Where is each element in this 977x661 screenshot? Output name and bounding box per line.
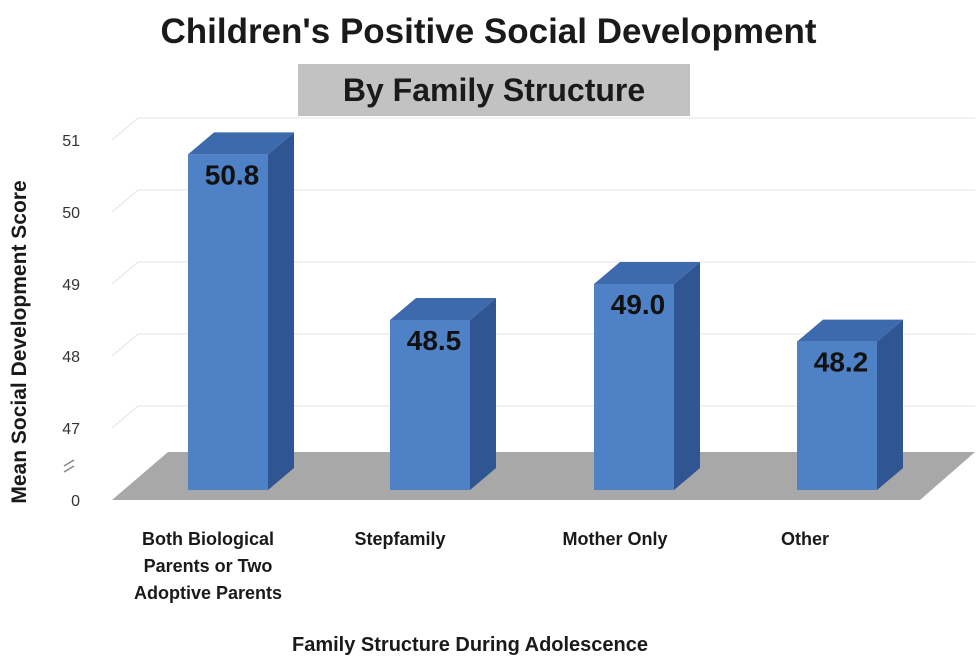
y-tick-label: 48 — [62, 349, 80, 366]
gridline-depth-50 — [111, 189, 139, 213]
y-tick-label: 49 — [62, 277, 80, 294]
y-tick-label: 50 — [62, 205, 80, 222]
gridline-depth-48 — [111, 333, 139, 357]
bar-side — [268, 132, 294, 490]
bar-top — [390, 298, 496, 320]
gridline-depth-51 — [111, 117, 139, 141]
bar-top — [188, 132, 294, 155]
bar — [390, 320, 470, 490]
y-tick-label: 51 — [62, 133, 80, 150]
chart-subtitle: By Family Structure — [298, 64, 690, 116]
x-tick-label: Other — [780, 529, 829, 549]
y-tick-label: 47 — [62, 421, 80, 438]
y-tick-label: 0 — [71, 493, 80, 510]
x-axis-label: Family Structure During Adolescence — [292, 634, 649, 656]
data-label: 48.2 — [814, 347, 869, 378]
bar-top — [594, 262, 700, 284]
chart-floor — [112, 452, 975, 500]
data-label: 49.0 — [611, 289, 666, 320]
bar-side — [674, 262, 700, 490]
data-label: 50.8 — [205, 159, 260, 190]
bar — [188, 154, 268, 490]
axis-break-icon — [63, 459, 75, 473]
data-label: 48.5 — [407, 325, 462, 356]
gridline-depth-47 — [111, 405, 139, 429]
bar-side — [877, 319, 903, 490]
gridline-depth-49 — [111, 261, 139, 285]
bar — [594, 284, 674, 490]
x-tick-label: Stepfamily — [354, 529, 446, 549]
x-tick-label: Mother Only — [562, 529, 668, 549]
x-tick-label: Both Biological Parents or Two Adoptive … — [133, 529, 283, 603]
bar-side — [470, 298, 496, 490]
bar — [797, 341, 877, 490]
chart-title: Children's Positive Social Development — [160, 12, 817, 51]
bar-top — [797, 319, 903, 342]
